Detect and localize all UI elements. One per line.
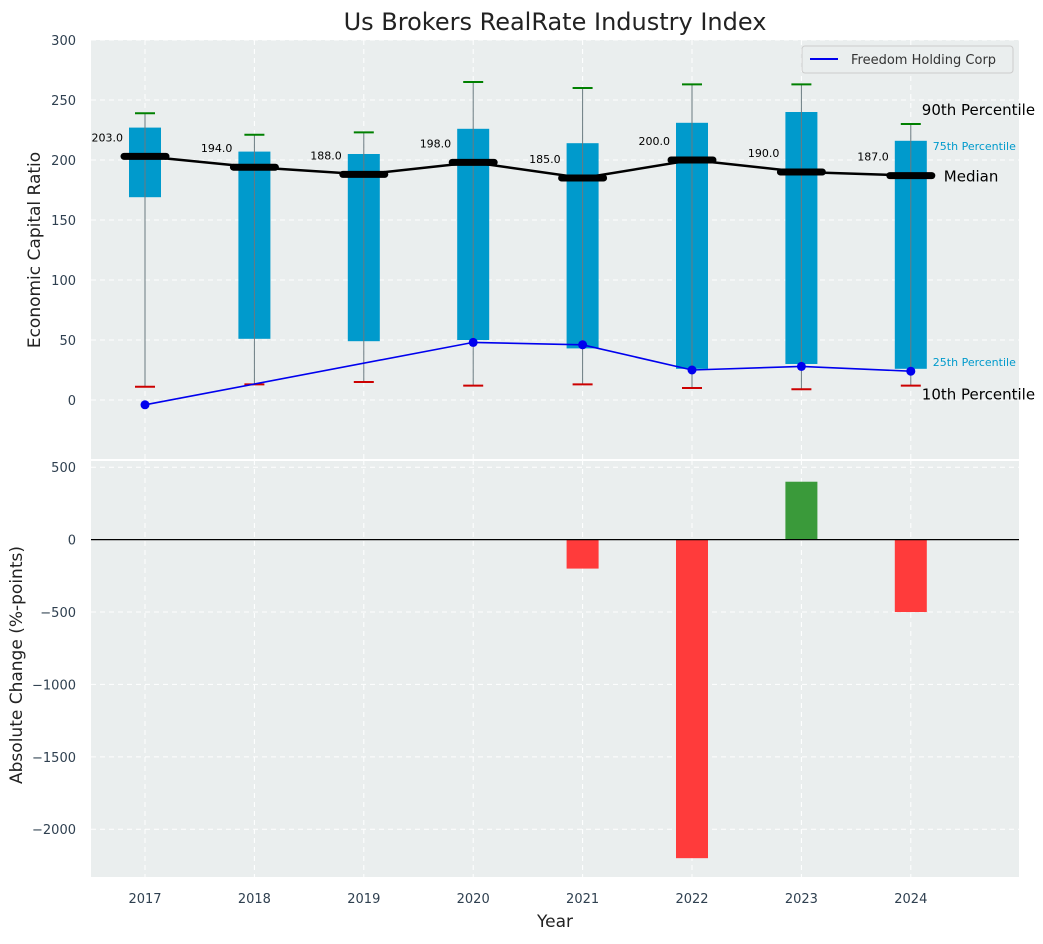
bottom-panel: −2000 −1500 −1000 −500 0 500 2017 2018 2019 2020 2… bbox=[32, 459, 1019, 907]
x-tick-label: 2022 bbox=[675, 892, 708, 907]
company-series-point bbox=[468, 337, 478, 347]
x-tick-label: 2018 bbox=[238, 892, 271, 907]
bottom-y-tick-label: −1500 bbox=[32, 751, 76, 766]
x-tick-label: 2021 bbox=[566, 892, 599, 907]
top-y-tick-label: 250 bbox=[51, 94, 76, 109]
top-y-tick-label: 0 bbox=[68, 394, 76, 409]
change-bar bbox=[894, 539, 927, 613]
median-annotation: Median bbox=[944, 168, 999, 186]
x-tick-label: 2017 bbox=[128, 892, 161, 907]
p90-annotation: 90th Percentile bbox=[922, 101, 1035, 119]
p75-annotation: 75th Percentile bbox=[933, 140, 1016, 153]
chart-title: Us Brokers RealRate Industry Index bbox=[344, 8, 767, 36]
x-tick-label: 2024 bbox=[894, 892, 927, 907]
top-y-tick-label: 150 bbox=[51, 214, 76, 229]
legend: Freedom Holding Corp bbox=[801, 45, 1014, 74]
median-value-label: 198.0 bbox=[420, 137, 452, 150]
legend-label: Freedom Holding Corp bbox=[851, 53, 996, 68]
median-value-label: 187.0 bbox=[857, 151, 889, 164]
company-series-point bbox=[140, 400, 150, 410]
legend-box bbox=[801, 45, 1014, 74]
bottom-y-tick-label: −2000 bbox=[32, 823, 76, 838]
median-value-label: 188.0 bbox=[310, 149, 342, 162]
company-series-line bbox=[144, 341, 911, 406]
p25-annotation: 25th Percentile bbox=[933, 356, 1016, 369]
change-bar bbox=[566, 539, 599, 569]
change-bar bbox=[676, 539, 708, 859]
bottom-y-tick-label: −1000 bbox=[32, 678, 76, 693]
median-value-label: 203.0 bbox=[92, 131, 124, 144]
median-value-label: 185.0 bbox=[529, 153, 561, 166]
x-tick-label: 2020 bbox=[457, 892, 490, 907]
company-series-point bbox=[796, 361, 806, 371]
p10-annotation: 10th Percentile bbox=[922, 386, 1035, 404]
company-series-point bbox=[687, 365, 697, 375]
bottom-y-tick-label: 500 bbox=[51, 461, 76, 476]
bottom-y-tick-label: −500 bbox=[40, 606, 76, 621]
x-axis-label: Year bbox=[536, 912, 573, 932]
top-y-axis-label: Economic Capital Ratio bbox=[25, 152, 45, 348]
top-plot-background bbox=[91, 40, 1019, 460]
bottom-y-axis-label: Absolute Change (%-points) bbox=[7, 546, 27, 784]
median-value-label: 194.0 bbox=[201, 142, 233, 155]
top-panel: 0 50 100 150 200 250 300 203.0 194.0 188.0 198.0 18… bbox=[51, 34, 1035, 460]
bottom-y-tick-label: 0 bbox=[68, 534, 76, 549]
x-tick-label: 2019 bbox=[347, 892, 380, 907]
median-value-label: 190.0 bbox=[748, 147, 780, 160]
top-y-tick-label: 300 bbox=[51, 34, 76, 49]
top-y-tick-label: 100 bbox=[51, 274, 76, 289]
company-series-point bbox=[578, 340, 588, 350]
median-value-label: 200.0 bbox=[639, 135, 671, 148]
change-bar bbox=[785, 481, 818, 540]
top-y-tick-label: 50 bbox=[59, 334, 76, 349]
bottom-plot-background bbox=[91, 460, 1019, 877]
company-series-point bbox=[906, 366, 916, 376]
top-y-tick-label: 200 bbox=[51, 154, 76, 169]
x-tick-label: 2023 bbox=[785, 892, 818, 907]
